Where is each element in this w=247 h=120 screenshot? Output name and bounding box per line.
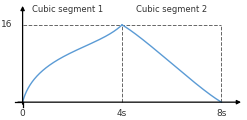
Text: Cubic segment 2: Cubic segment 2 [136, 5, 207, 14]
Text: 16: 16 [1, 20, 13, 29]
Text: 8s: 8s [216, 109, 227, 118]
Text: 4s: 4s [117, 109, 127, 118]
Text: 0: 0 [20, 109, 25, 118]
Text: Cubic segment 1: Cubic segment 1 [32, 5, 103, 14]
